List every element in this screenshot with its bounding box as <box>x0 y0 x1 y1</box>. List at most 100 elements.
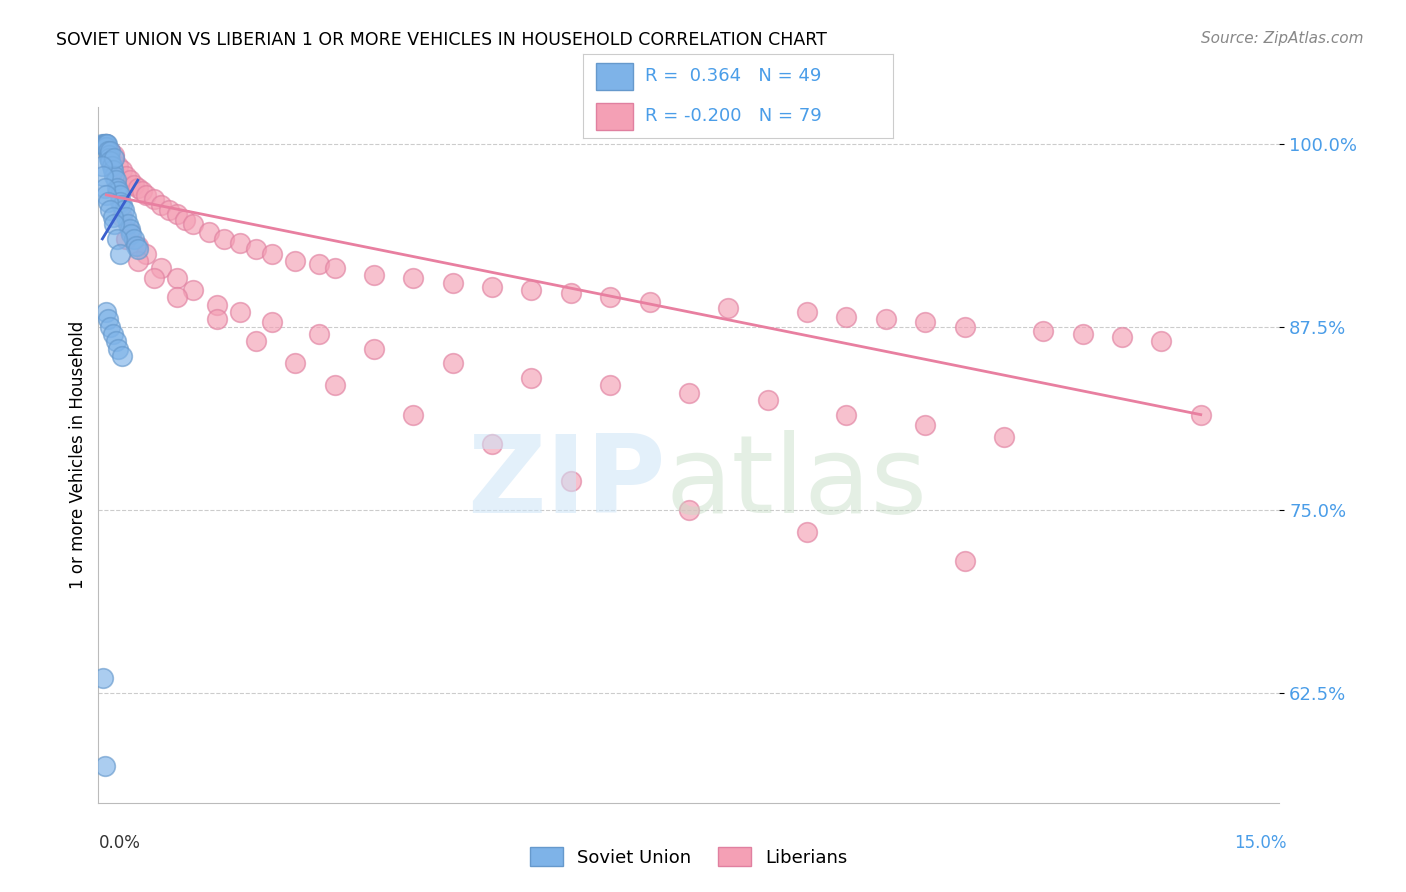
Point <box>118 173 141 187</box>
Point <box>993 429 1015 443</box>
Point <box>111 163 134 178</box>
Point <box>91 169 114 183</box>
Point <box>107 159 129 173</box>
Bar <box>596 103 633 130</box>
Point <box>96 188 118 202</box>
Point <box>103 169 125 183</box>
Point <box>111 349 134 363</box>
Point <box>756 392 779 407</box>
Point <box>245 334 267 349</box>
Point <box>260 246 283 260</box>
Text: R = -0.200   N = 79: R = -0.200 N = 79 <box>645 107 823 125</box>
Point <box>402 271 425 285</box>
Point <box>98 154 121 169</box>
Point <box>111 210 134 224</box>
Point <box>520 371 543 385</box>
Point <box>111 198 134 212</box>
Point <box>127 253 149 268</box>
Point <box>308 257 330 271</box>
Point <box>121 227 143 242</box>
Text: atlas: atlas <box>665 430 928 536</box>
Point <box>914 315 936 329</box>
Point <box>323 378 346 392</box>
Point <box>115 169 138 183</box>
Point <box>98 144 121 158</box>
Point <box>363 268 385 283</box>
Point <box>91 136 114 151</box>
Point <box>122 232 145 246</box>
Point <box>125 239 148 253</box>
Point <box>108 246 131 260</box>
Point <box>197 225 219 239</box>
Point <box>118 221 141 235</box>
Point <box>245 242 267 256</box>
Point <box>638 294 661 309</box>
Point <box>953 554 976 568</box>
Point <box>260 315 283 329</box>
Point <box>96 136 118 151</box>
Point <box>101 163 124 178</box>
Point <box>105 180 128 194</box>
Point <box>93 180 115 194</box>
Point <box>110 195 132 210</box>
Point <box>560 286 582 301</box>
Point <box>323 261 346 276</box>
Text: 15.0%: 15.0% <box>1234 834 1286 852</box>
Point <box>104 334 127 349</box>
Point <box>97 195 120 210</box>
Point <box>363 342 385 356</box>
Point <box>481 280 503 294</box>
Point <box>97 312 120 326</box>
Point <box>101 210 124 224</box>
Point <box>678 385 700 400</box>
Point <box>308 327 330 342</box>
Point <box>93 136 115 151</box>
Point <box>98 151 121 165</box>
Point <box>112 202 135 217</box>
Text: 0.0%: 0.0% <box>98 834 141 852</box>
Point <box>142 192 165 206</box>
Point <box>135 246 157 260</box>
Point <box>181 217 204 231</box>
Point <box>1071 327 1094 342</box>
Point <box>1111 330 1133 344</box>
Point <box>91 671 114 685</box>
Point <box>157 202 180 217</box>
Point <box>284 253 307 268</box>
Point <box>135 188 157 202</box>
Point <box>131 184 153 198</box>
Point <box>98 319 121 334</box>
Point <box>98 144 121 158</box>
Point <box>953 319 976 334</box>
Point <box>103 217 125 231</box>
Bar <box>596 62 633 90</box>
Point <box>229 305 252 319</box>
Point <box>97 144 120 158</box>
Point <box>441 276 464 290</box>
Point <box>96 139 118 153</box>
Point <box>93 759 115 773</box>
Text: Source: ZipAtlas.com: Source: ZipAtlas.com <box>1201 31 1364 46</box>
Point <box>166 207 188 221</box>
Point <box>835 310 858 324</box>
Point <box>104 173 127 187</box>
Point <box>93 136 115 151</box>
Point <box>103 151 125 165</box>
Point <box>117 217 139 231</box>
Point <box>127 239 149 253</box>
Text: R =  0.364   N = 49: R = 0.364 N = 49 <box>645 68 821 86</box>
Point <box>96 136 118 151</box>
Text: SOVIET UNION VS LIBERIAN 1 OR MORE VEHICLES IN HOUSEHOLD CORRELATION CHART: SOVIET UNION VS LIBERIAN 1 OR MORE VEHIC… <box>56 31 827 49</box>
Point <box>205 298 228 312</box>
Point <box>91 159 114 173</box>
Point <box>166 271 188 285</box>
Point <box>127 180 149 194</box>
Point <box>101 327 124 342</box>
Point <box>142 271 165 285</box>
Point <box>205 312 228 326</box>
Point <box>181 283 204 297</box>
Point <box>1189 408 1212 422</box>
Point <box>717 301 740 315</box>
Point <box>103 148 125 162</box>
Point <box>150 198 173 212</box>
